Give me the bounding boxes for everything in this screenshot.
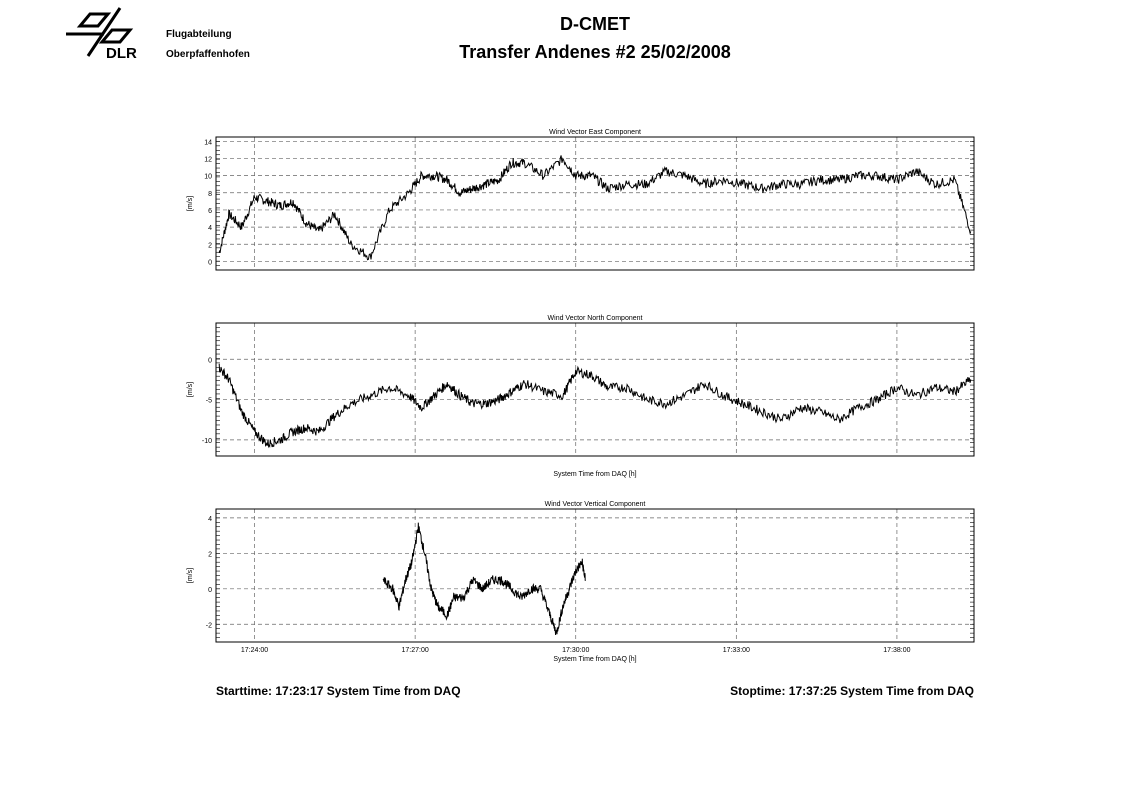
y-tick-label: 6 bbox=[208, 208, 212, 215]
plot-frame bbox=[215, 508, 975, 643]
x-tick-label: 17:38:00 bbox=[883, 647, 910, 654]
y-tick-label: 12 bbox=[204, 156, 212, 163]
x-tick-label: 17:30:00 bbox=[562, 647, 589, 654]
chart-panel-3: -2 0 2 4 Wind Vector Vertical Component [m/s]… bbox=[187, 501, 975, 663]
y-tick-label: 0 bbox=[208, 357, 212, 364]
y-axis-label: [m/s] bbox=[187, 382, 194, 397]
y-tick-label: 0 bbox=[208, 587, 212, 594]
x-tick-label: 17:33:00 bbox=[723, 647, 750, 654]
y-axis-label: [m/s] bbox=[187, 196, 194, 211]
plot-frame bbox=[215, 136, 975, 271]
chart-panel-1: 0 2 4 6 8 10 12 14 Wind Vector East Component [m/… bbox=[187, 129, 975, 271]
y-tick-label: 4 bbox=[208, 516, 212, 523]
dlr-logo: DLR bbox=[66, 7, 137, 62]
series-line bbox=[218, 363, 972, 449]
plot-frame bbox=[215, 322, 975, 457]
y-tick-label: -2 bbox=[206, 622, 212, 629]
chart-panel-2: -10 -5 0 Wind Vector North Component [m/s] Sy… bbox=[187, 315, 975, 478]
chart-title: Wind Vector Vertical Component bbox=[545, 501, 646, 508]
x-tick-label: 17:24:00 bbox=[241, 647, 268, 654]
page-title: D-CMET bbox=[560, 14, 630, 34]
y-tick-label: 2 bbox=[208, 242, 212, 249]
stop-time: Stoptime: 17:37:25 System Time from DAQ bbox=[730, 684, 974, 698]
y-tick-label: 14 bbox=[204, 139, 212, 146]
x-axis-label: System Time from DAQ [h] bbox=[553, 656, 636, 663]
y-tick-label: 10 bbox=[204, 174, 212, 181]
start-time: Starttime: 17:23:17 System Time from DAQ bbox=[216, 684, 461, 698]
x-axis-label: System Time from DAQ [h] bbox=[553, 471, 636, 478]
series-line bbox=[218, 155, 972, 261]
y-tick-label: -10 bbox=[202, 438, 212, 445]
org-line1: Flugabteilung bbox=[166, 29, 232, 40]
logo-text: DLR bbox=[106, 45, 137, 62]
x-tick-label: 17:27:00 bbox=[402, 647, 429, 654]
series-line bbox=[382, 522, 586, 635]
page-subtitle: Transfer Andenes #2 25/02/2008 bbox=[459, 42, 731, 62]
y-tick-label: 0 bbox=[208, 259, 212, 266]
y-tick-label: 2 bbox=[208, 551, 212, 558]
chart-title: Wind Vector East Component bbox=[549, 129, 641, 136]
y-tick-label: 4 bbox=[208, 225, 212, 232]
y-axis-label: [m/s] bbox=[187, 568, 194, 583]
y-tick-label: -5 bbox=[206, 398, 212, 405]
org-line2: Oberpfaffenhofen bbox=[166, 49, 250, 60]
y-tick-label: 8 bbox=[208, 191, 212, 198]
chart-title: Wind Vector North Component bbox=[548, 315, 643, 322]
